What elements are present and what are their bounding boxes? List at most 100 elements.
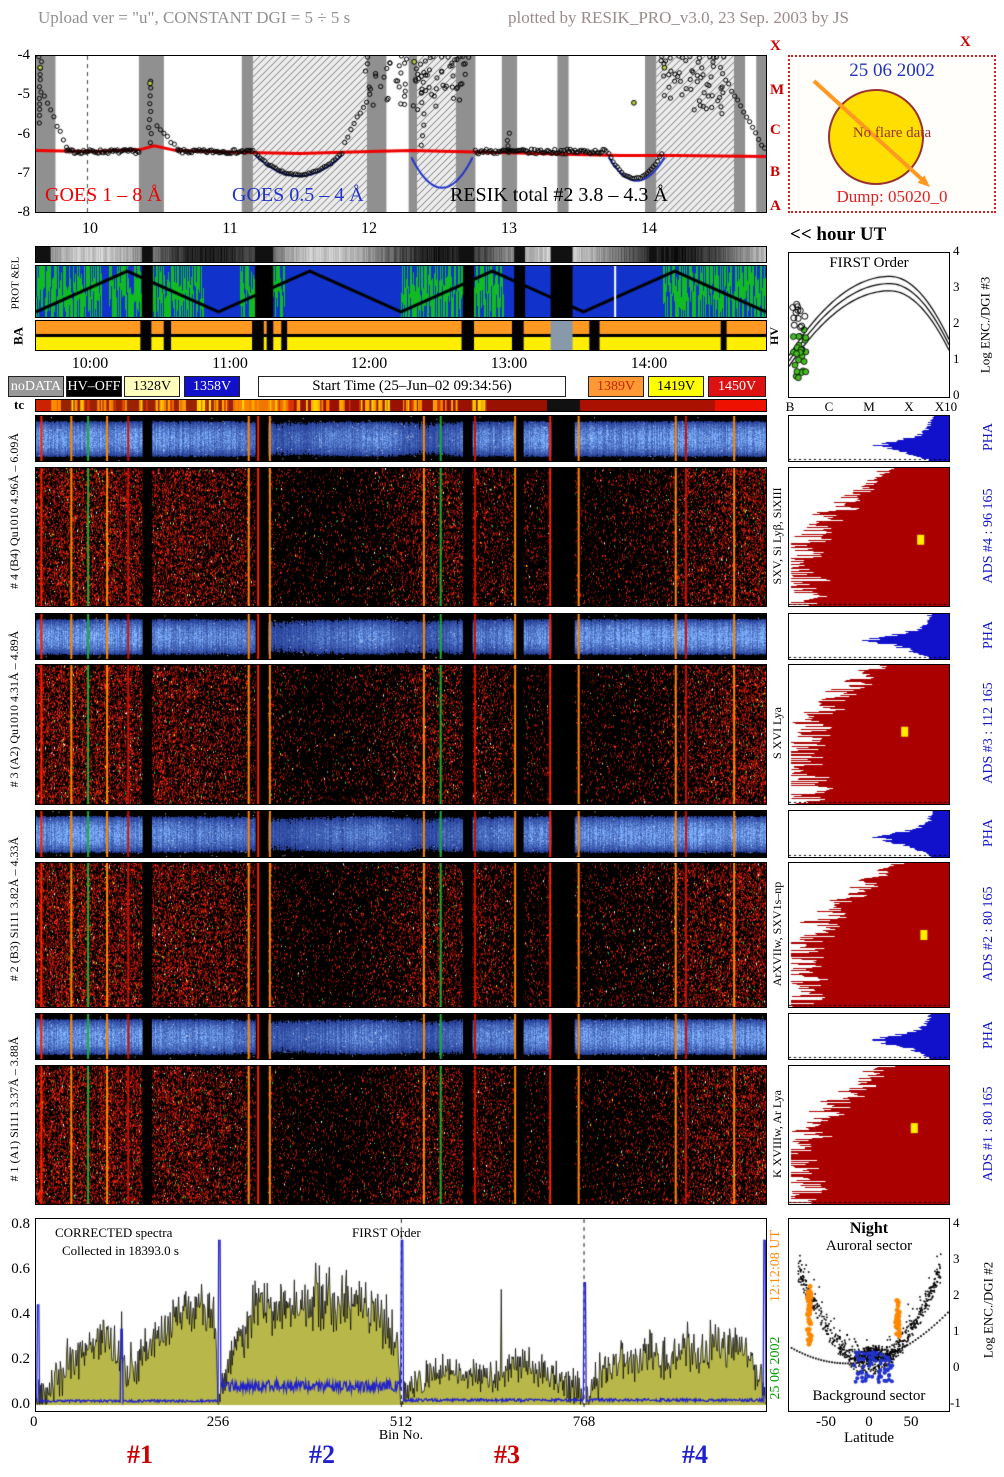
night-xtick-0: 0 bbox=[865, 1414, 873, 1430]
channel2-ads-label: ADS #2 : 80 165 bbox=[981, 886, 996, 982]
pha-canvas-1 bbox=[789, 468, 949, 606]
channel2-line-label: ArXVIIw, SXV1s–np bbox=[770, 881, 784, 987]
tc-canvas bbox=[36, 400, 766, 411]
segment2-label: #2 bbox=[309, 1440, 335, 1469]
channel4-pha-label: PHA bbox=[981, 422, 996, 452]
auroral-sector-title: Auroral sector bbox=[825, 1238, 913, 1254]
flare-box-date: 25 06 2002 bbox=[849, 60, 935, 81]
goes-xtick-12: 12 bbox=[361, 220, 377, 237]
latitude-label: Latitude bbox=[844, 1430, 894, 1446]
pha-canvas-5 bbox=[789, 863, 949, 1007]
bin-no-label: Bin No. bbox=[378, 1428, 424, 1443]
spectra-ytick-06: 0.6 bbox=[11, 1261, 30, 1277]
flare-pointer-line bbox=[812, 79, 928, 185]
spectra-first-order-text: FIRST Order bbox=[352, 1225, 421, 1240]
channel2-ads-hist bbox=[788, 862, 950, 1008]
goes-xtick-10: 10 bbox=[82, 220, 98, 237]
segment3-label: #3 bbox=[494, 1440, 520, 1469]
flare-box-dump: Dump: 05020_0 bbox=[836, 187, 948, 206]
pha-canvas-3 bbox=[789, 665, 949, 804]
fo-ytick-3: 3 bbox=[953, 279, 960, 294]
goes-xtick-14: 14 bbox=[641, 220, 657, 237]
channel3-count-spectrogram bbox=[35, 664, 767, 805]
spectra-xtick-512: 512 bbox=[389, 1414, 413, 1430]
fo-xtick-b: B bbox=[785, 399, 795, 414]
spectra-xtick-768: 768 bbox=[572, 1414, 596, 1430]
night-canvas bbox=[789, 1219, 949, 1411]
legend-1389v: 1389V bbox=[588, 376, 644, 397]
tc-label: tc bbox=[14, 397, 25, 412]
night-ytick-2: 2 bbox=[953, 1287, 960, 1302]
time-10: 10:00 bbox=[71, 355, 109, 372]
fo-xtick-x: X bbox=[904, 399, 914, 414]
pha-canvas-4 bbox=[789, 811, 949, 857]
channel4-left-label: # 4 (B4) Qu1010 4.96Å – 6.09Å bbox=[7, 433, 21, 589]
start-time-box: Start Time (25–Jun–02 09:34:56) bbox=[258, 376, 566, 397]
night-ytick-4: 4 bbox=[953, 1215, 960, 1230]
fo-ytick-2: 2 bbox=[953, 315, 960, 330]
fo-xtick-x10: X10 bbox=[934, 399, 958, 414]
fo-canvas bbox=[789, 253, 949, 397]
prot-el-strip bbox=[35, 246, 767, 263]
goes-class-a: A bbox=[770, 198, 781, 214]
time-14: 14:00 bbox=[630, 355, 668, 372]
electron-spectrogram-strip bbox=[35, 265, 767, 318]
channel3-ads-label: ADS #3 : 112 165 bbox=[981, 682, 996, 784]
spectra-ytick-02: 0.2 bbox=[11, 1351, 30, 1367]
spec-blue-0 bbox=[36, 416, 766, 461]
pha-canvas-2 bbox=[789, 614, 949, 659]
night-xtick-50: 50 bbox=[903, 1414, 919, 1430]
channel2-left-label: # 2 (B3) Si111 3.82Å – 4.33Å bbox=[7, 836, 21, 982]
hour-ut-label: << hour UT bbox=[790, 224, 887, 245]
night-ytick-1: 1 bbox=[953, 1323, 960, 1338]
channel2-count-spectrogram bbox=[35, 862, 767, 1008]
channel3-line-label: S XVI Lya bbox=[770, 707, 784, 759]
channel2-pha-hist bbox=[788, 810, 950, 858]
pha-canvas-7 bbox=[789, 1066, 949, 1204]
night-title: Night bbox=[849, 1220, 889, 1237]
time-11: 11:00 bbox=[212, 355, 248, 372]
goes-legend-1-8: GOES 1 – 8 Å bbox=[45, 184, 162, 206]
fo-ytick-1: 1 bbox=[953, 351, 960, 366]
channel3-pha-hist bbox=[788, 613, 950, 660]
night-sector-panel bbox=[788, 1218, 950, 1412]
fo-xtick-m: M bbox=[863, 399, 875, 414]
header-left-text: Upload ver = "u", CONSTANT DGI = 5 ÷ 5 s bbox=[38, 8, 351, 27]
flare-box-message: No flare data bbox=[852, 125, 932, 141]
goes-class-x: X bbox=[770, 38, 781, 54]
fo-ytick-0: 0 bbox=[953, 387, 960, 402]
channel3-left-label: # 3 (A2) Qu1010 4.31Å – 4.89Å bbox=[7, 630, 21, 788]
spectra-canvas bbox=[36, 1219, 766, 1411]
channel1-pha-hist bbox=[788, 1013, 950, 1060]
legend-1328v: 1328V bbox=[124, 376, 180, 397]
legend-hv-off: HV–OFF bbox=[66, 376, 122, 397]
legend-1358v: 1358V bbox=[184, 376, 240, 397]
legend-1419v: 1419V bbox=[648, 376, 704, 397]
night-ytick-3: 3 bbox=[953, 1251, 960, 1266]
first-order-title: FIRST Order bbox=[829, 255, 909, 271]
channel3-blue-spectrogram bbox=[35, 613, 767, 660]
prot-canvas bbox=[36, 247, 766, 262]
spec-red-0 bbox=[36, 468, 766, 606]
channel1-left-label: # 1 (A1) Si111 3.37Å – 3.88Å bbox=[7, 1036, 21, 1182]
spec-red-3 bbox=[36, 1066, 766, 1204]
goes-class-c: C bbox=[770, 122, 781, 138]
goes-xtick-13: 13 bbox=[501, 220, 517, 237]
pha-canvas-6 bbox=[789, 1014, 949, 1059]
legend-1450v: 1450V bbox=[708, 376, 766, 397]
spectra-ytick-08: 0.8 bbox=[11, 1216, 30, 1232]
goes-ytick-8: -8 bbox=[17, 204, 31, 220]
channel4-blue-spectrogram bbox=[35, 415, 767, 462]
goes-class-b: B bbox=[770, 164, 781, 180]
night-ytick-m1: -1 bbox=[950, 1395, 961, 1410]
night-ytick-0: 0 bbox=[953, 1359, 960, 1374]
channel1-ads-label: ADS #1 : 80 165 bbox=[981, 1086, 996, 1182]
fo-ylabel: Log ENC./DGI #3 bbox=[977, 276, 993, 374]
goes-legend-resik: RESIK total #2 3.8 – 4.3 Å bbox=[450, 184, 668, 206]
channel4-ads-label: ADS #4 : 96 165 bbox=[981, 488, 996, 584]
fo-ytick-4: 4 bbox=[953, 243, 960, 258]
flare-status-box: 25 06 2002 No flare data Dump: 05020_0 bbox=[788, 55, 996, 213]
goes-ytick-7: -7 bbox=[17, 165, 31, 181]
spectra-ytick-00: 0.0 bbox=[11, 1396, 30, 1412]
channel4-line-label: SXV, Si Lyβ, SiXIII bbox=[770, 487, 784, 585]
